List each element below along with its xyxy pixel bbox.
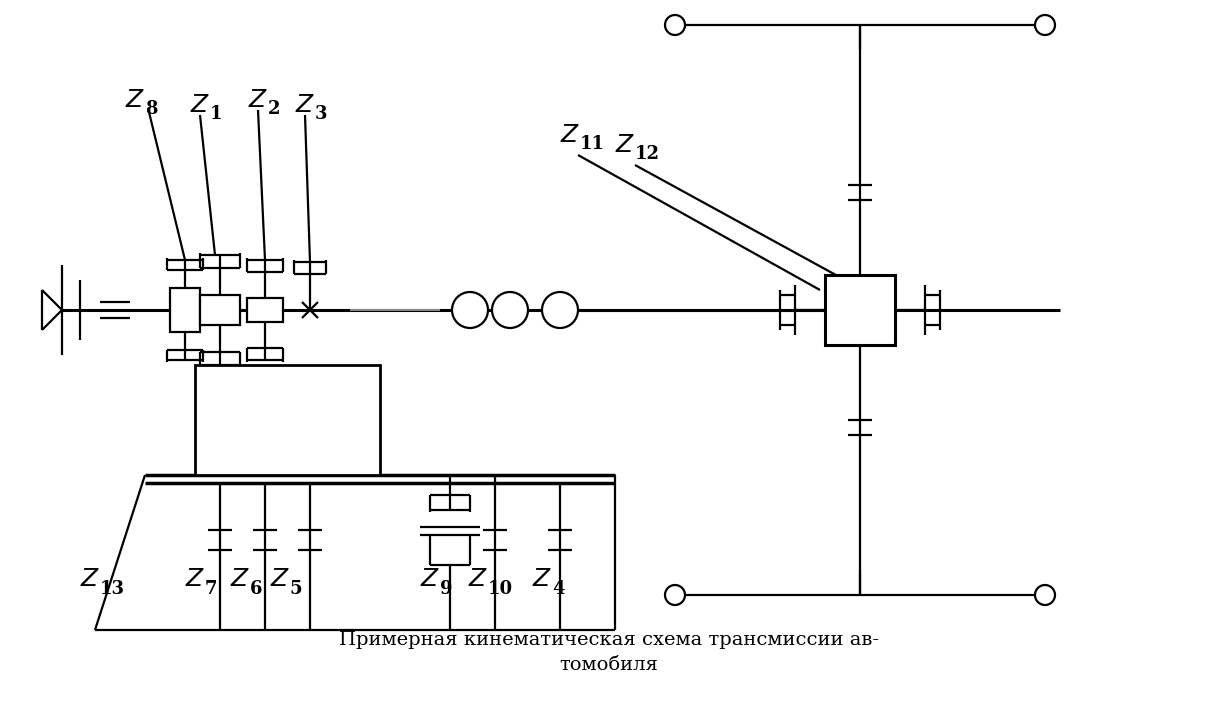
Text: $\mathit{Z}$: $\mathit{Z}$ [230,568,250,592]
Circle shape [452,292,488,328]
Text: 1: 1 [209,105,223,123]
Text: $\mathit{Z}$: $\mathit{Z}$ [80,568,100,592]
Text: $\mathit{Z}$: $\mathit{Z}$ [420,568,440,592]
Text: $\mathit{Z}$: $\mathit{Z}$ [190,94,209,117]
Text: 7: 7 [205,580,217,598]
Text: 13: 13 [100,580,125,598]
Text: 11: 11 [580,135,605,153]
Text: $\mathit{Z}$: $\mathit{Z}$ [295,94,315,117]
Text: 10: 10 [488,580,513,598]
Text: $\mathit{Z}$: $\mathit{Z}$ [468,568,488,592]
Bar [200,295,240,325]
Text: 12: 12 [635,145,660,163]
Circle shape [492,292,527,328]
Text: томобиля: томобиля [559,656,659,674]
Circle shape [665,585,685,605]
Circle shape [1035,15,1055,35]
Text: $\mathit{Z}$: $\mathit{Z}$ [560,123,580,146]
Bar [247,298,283,322]
Bar [825,275,895,345]
Text: $\mathit{Z}$: $\mathit{Z}$ [532,568,552,592]
Text: $\mathit{Z}$: $\mathit{Z}$ [615,133,635,157]
Text: $\mathit{Z}$: $\mathit{Z}$ [270,568,290,592]
Text: 3: 3 [315,105,328,123]
Text: 8: 8 [145,100,157,118]
Text: Примерная кинематическая схема трансмиссии ав-: Примерная кинематическая схема трансмисс… [339,631,879,649]
Circle shape [542,292,579,328]
Text: $\mathit{Z}$: $\mathit{Z}$ [248,88,268,112]
Text: 2: 2 [268,100,280,118]
Bar [171,288,200,332]
Text: $\mathit{Z}$: $\mathit{Z}$ [185,568,205,592]
Bar [195,365,380,475]
Text: 4: 4 [552,580,564,598]
Circle shape [1035,585,1055,605]
Text: 9: 9 [440,580,452,598]
Text: $\mathit{Z}$: $\mathit{Z}$ [125,88,145,112]
Circle shape [665,15,685,35]
Text: 6: 6 [250,580,262,598]
Text: 5: 5 [290,580,302,598]
